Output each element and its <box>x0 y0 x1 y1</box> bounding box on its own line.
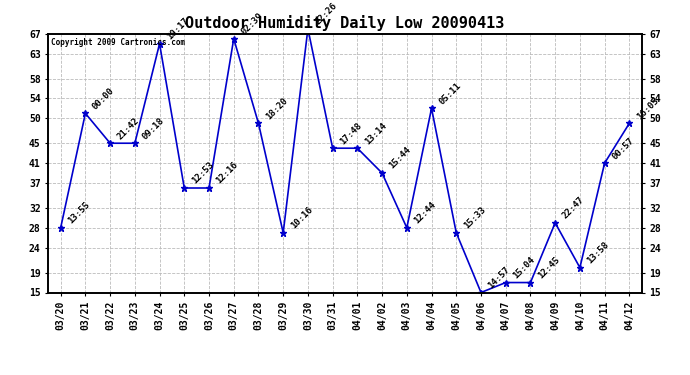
Text: 15:04: 15:04 <box>511 255 537 280</box>
Text: 16:05: 16:05 <box>635 96 660 121</box>
Text: 18:20: 18:20 <box>264 96 289 121</box>
Text: 09:18: 09:18 <box>140 116 166 141</box>
Text: 00:57: 00:57 <box>610 136 635 161</box>
Text: 22:26: 22:26 <box>313 1 339 27</box>
Text: 12:44: 12:44 <box>413 200 437 226</box>
Text: 21:42: 21:42 <box>116 116 141 141</box>
Text: 10:17: 10:17 <box>165 16 190 42</box>
Text: 05:11: 05:11 <box>437 81 462 106</box>
Text: 14:57: 14:57 <box>486 265 512 290</box>
Text: 15:44: 15:44 <box>388 146 413 171</box>
Text: 12:53: 12:53 <box>190 160 215 186</box>
Text: 17:48: 17:48 <box>338 121 364 146</box>
Text: 10:16: 10:16 <box>288 205 314 231</box>
Text: Copyright 2009 Cartronics.com: Copyright 2009 Cartronics.com <box>51 38 186 46</box>
Text: 12:45: 12:45 <box>536 255 562 280</box>
Text: 00:00: 00:00 <box>91 86 117 111</box>
Text: 13:55: 13:55 <box>66 200 92 226</box>
Text: 02:39: 02:39 <box>239 11 265 36</box>
Text: 13:58: 13:58 <box>585 240 611 266</box>
Text: 15:33: 15:33 <box>462 205 487 231</box>
Text: 12:16: 12:16 <box>215 160 240 186</box>
Title: Outdoor Humidity Daily Low 20090413: Outdoor Humidity Daily Low 20090413 <box>186 15 504 31</box>
Text: 22:47: 22:47 <box>561 195 586 220</box>
Text: 13:14: 13:14 <box>363 121 388 146</box>
